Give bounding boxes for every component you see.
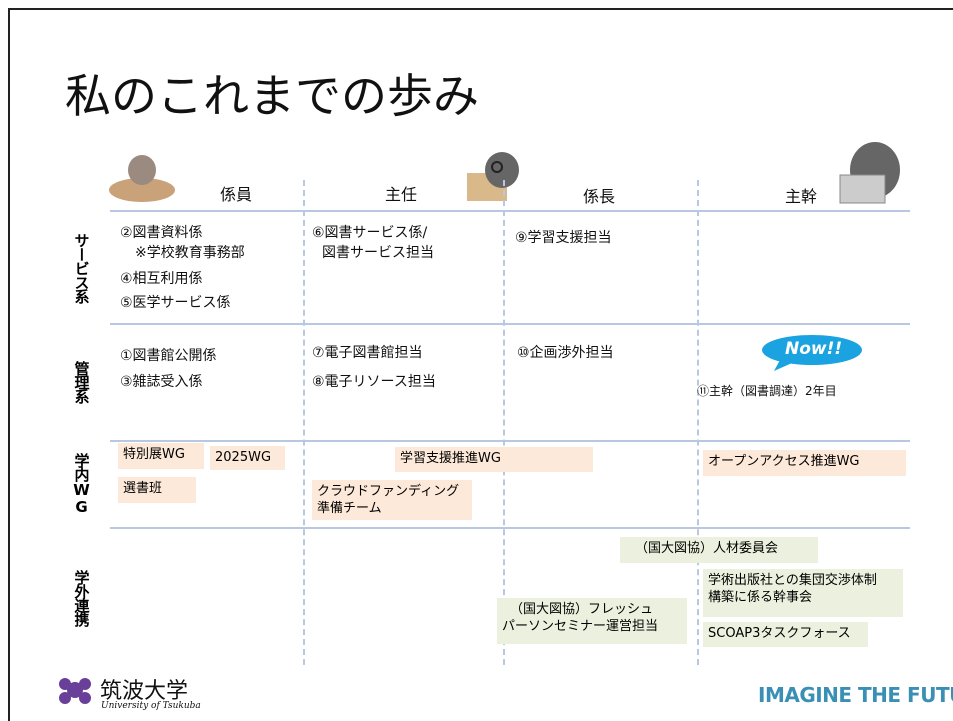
column-header: 主幹 [785,187,818,206]
row-label: 学外連携 [72,569,91,626]
row-label: 学内WG [72,453,91,515]
wg-box: 特別展WG [118,443,204,469]
slide-frame [8,8,953,721]
wg-box: オープンアクセス推進WG [703,450,906,476]
role: ⑤医学サービス係 [120,295,231,311]
tagline: IMAGINE THE FUTURE. [758,683,953,707]
role: ②図書資料係 [120,225,203,241]
role: ⑦電子図書館担当 [312,345,423,361]
row-divider [110,210,910,212]
external-text: 学術出版社との集団交渉体制 [708,573,877,588]
wg-text: 2025WG [215,450,272,465]
wg-box: 学習支援推進WG [395,447,593,472]
external-box: （国大図協）フレッシュ パーソンセミナー運営担当 [497,598,687,644]
role: ①図書館公開係 [120,348,217,364]
external-box: （国大図協）人材委員会 [620,537,818,563]
column-divider [503,180,505,665]
slide-title: 私のこれまでの歩み [65,69,479,123]
role: ⑪主幹（図書調達）2年目 [697,384,837,398]
wg-text: 選書班 [123,481,163,496]
role: ③雑誌受入係 [120,374,203,390]
wg-text: 準備チーム [317,501,382,516]
wg-box: 2025WG [210,446,285,470]
row-divider [110,323,910,325]
external-text: （国大図協）人材委員会 [635,541,779,556]
wg-text: クラウドファンディング [317,484,460,499]
column-divider [303,180,305,665]
role-note: ※学校教育事務部 [135,245,245,261]
row-label: サービス系 [72,232,91,303]
university-name-en: University of Tsukuba [101,701,201,711]
role: ④相互利用係 [120,271,203,287]
column-divider [697,180,699,665]
bird-laptop-icon [839,142,900,204]
column-header: 係員 [220,185,253,204]
wg-box: クラウドファンディング 準備チーム [312,480,472,520]
row-divider [110,527,910,529]
bird-nest-icon [109,155,175,202]
row-divider [110,440,910,442]
wg-text: オープンアクセス推進WG [708,454,860,469]
now-badge-shape [762,335,862,371]
role: ⑩企画渉外担当 [517,345,614,361]
external-text: （国大図協）フレッシュ [510,602,654,617]
role: ⑧電子リソース担当 [312,374,436,390]
external-text: 構築に係る幹事会 [708,590,813,605]
wg-text: 学習支援推進WG [400,451,501,466]
column-header: 係長 [583,187,616,206]
row-label: 管理系 [72,361,91,403]
bird-reading-icon [467,152,519,201]
external-text: SCOAP3タスクフォース [708,626,851,641]
column-header: 主任 [385,185,418,204]
university-emblem [59,678,91,704]
now-badge: Now!! [785,339,843,359]
wg-text: 特別展WG [123,447,185,462]
external-box: SCOAP3タスクフォース [703,622,868,647]
university-name: 筑波大学 [100,679,189,704]
external-box: 学術出版社との集団交渉体制 構築に係る幹事会 [703,569,903,617]
wg-box: 選書班 [118,477,196,503]
role: ⑨学習支援担当 [515,230,612,246]
role: 図書サービス担当 [322,245,434,261]
role: ⑥図書サービス係/ [312,225,428,241]
external-text: パーソンセミナー運営担当 [502,619,659,634]
